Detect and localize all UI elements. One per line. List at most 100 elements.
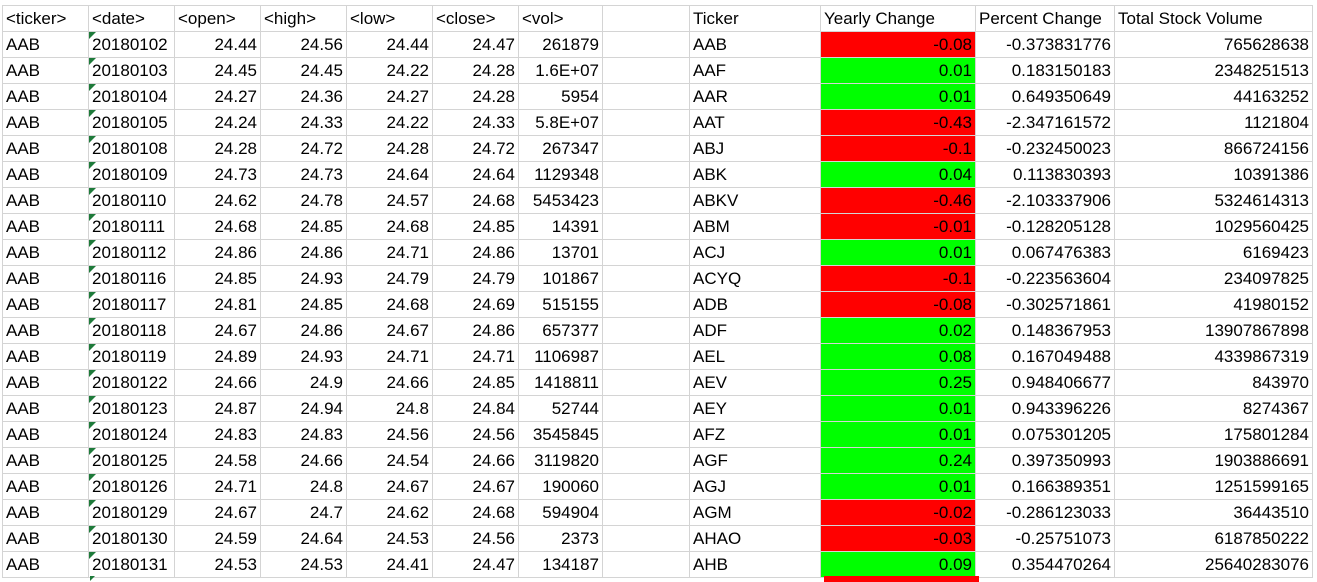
- cell-vol[interactable]: 261879: [518, 31, 603, 58]
- cell-yearly-change[interactable]: 0.01: [820, 239, 976, 266]
- cell-yearly-change[interactable]: -0.02: [820, 499, 976, 526]
- cell-yearly-change[interactable]: -0.46: [820, 187, 976, 214]
- cell-open[interactable]: 24.83: [174, 421, 261, 448]
- cell-close[interactable]: 24.69: [432, 291, 519, 318]
- cell-ticker[interactable]: AAB: [2, 57, 89, 84]
- cell-percent-change[interactable]: -0.232450023: [975, 135, 1115, 162]
- cell-percent-change[interactable]: -0.302571861: [975, 291, 1115, 318]
- cell-yearly-change[interactable]: 0.02: [820, 317, 976, 344]
- header-close[interactable]: <close>: [432, 5, 519, 32]
- cell-vol[interactable]: 5954: [518, 83, 603, 110]
- cell-ticker[interactable]: AAB: [2, 447, 89, 474]
- cell-date[interactable]: 20180131: [88, 551, 175, 578]
- cell-high[interactable]: 24.56: [260, 31, 347, 58]
- cell-date[interactable]: 20180105: [88, 109, 175, 136]
- header-open[interactable]: <open>: [174, 5, 261, 32]
- cell-vol[interactable]: 594904: [518, 499, 603, 526]
- cell-date[interactable]: 20180110: [88, 187, 175, 214]
- cell-open[interactable]: 24.86: [174, 239, 261, 266]
- header-yearly-change[interactable]: Yearly Change: [820, 5, 976, 32]
- cell-percent-change[interactable]: 0.354470264: [975, 551, 1115, 578]
- cell-vol[interactable]: 52744: [518, 395, 603, 422]
- cell-ticker[interactable]: AAB: [2, 395, 89, 422]
- cell-ticker[interactable]: AAB: [2, 343, 89, 370]
- cell-total-volume[interactable]: 1121804: [1114, 109, 1313, 136]
- cell-date[interactable]: 20180104: [88, 83, 175, 110]
- cell-vol[interactable]: 3545845: [518, 421, 603, 448]
- cell-low[interactable]: 24.8: [346, 395, 433, 422]
- cell-total-volume[interactable]: 25640283076: [1114, 551, 1313, 578]
- cell-close[interactable]: 24.86: [432, 317, 519, 344]
- cell-yearly-change[interactable]: -0.43: [820, 109, 976, 136]
- cell-open[interactable]: 24.27: [174, 83, 261, 110]
- cell-summary-ticker[interactable]: ACJ: [689, 239, 821, 266]
- cell-total-volume[interactable]: 5324614313: [1114, 187, 1313, 214]
- cell-percent-change[interactable]: 0.113830393: [975, 161, 1115, 188]
- cell-high[interactable]: 24.86: [260, 239, 347, 266]
- cell-close[interactable]: 24.67: [432, 473, 519, 500]
- cell-yearly-change[interactable]: 0.25: [820, 369, 976, 396]
- header-low[interactable]: <low>: [346, 5, 433, 32]
- cell-ticker[interactable]: AAB: [2, 369, 89, 396]
- cell-percent-change[interactable]: -0.286123033: [975, 499, 1115, 526]
- cell-total-volume[interactable]: 765628638: [1114, 31, 1313, 58]
- cell-high[interactable]: 24.7: [260, 499, 347, 526]
- cell-date[interactable]: 20180109: [88, 161, 175, 188]
- cell-open[interactable]: 24.85: [174, 265, 261, 292]
- cell-total-volume[interactable]: 6187850222: [1114, 525, 1313, 552]
- cell-ticker[interactable]: AAB: [2, 421, 89, 448]
- cell-percent-change[interactable]: -0.25751073: [975, 525, 1115, 552]
- cell-low[interactable]: 24.27: [346, 83, 433, 110]
- empty-cell[interactable]: [602, 161, 690, 188]
- cell-open[interactable]: 24.62: [174, 187, 261, 214]
- empty-cell[interactable]: [602, 317, 690, 344]
- cell-summary-ticker[interactable]: AGF: [689, 447, 821, 474]
- cell-total-volume[interactable]: 175801284: [1114, 421, 1313, 448]
- cell-summary-ticker[interactable]: ADB: [689, 291, 821, 318]
- cell-percent-change[interactable]: 0.948406677: [975, 369, 1115, 396]
- cell-total-volume[interactable]: 6169423: [1114, 239, 1313, 266]
- cell-total-volume[interactable]: 8274367: [1114, 395, 1313, 422]
- header-ticker[interactable]: <ticker>: [2, 5, 89, 32]
- cell-summary-ticker[interactable]: AAR: [689, 83, 821, 110]
- cell-open[interactable]: 24.73: [174, 161, 261, 188]
- cell-high[interactable]: 24.45: [260, 57, 347, 84]
- cell-low[interactable]: 24.53: [346, 525, 433, 552]
- header-total-volume[interactable]: Total Stock Volume: [1114, 5, 1313, 32]
- cell-yearly-change[interactable]: 0.01: [820, 473, 976, 500]
- cell-close[interactable]: 24.85: [432, 213, 519, 240]
- cell-vol[interactable]: 657377: [518, 317, 603, 344]
- cell-high[interactable]: 24.94: [260, 395, 347, 422]
- cell-date[interactable]: 20180117: [88, 291, 175, 318]
- cell-high[interactable]: 24.9: [260, 369, 347, 396]
- cell-close[interactable]: 24.64: [432, 161, 519, 188]
- empty-cell[interactable]: [602, 5, 690, 32]
- cell-high[interactable]: 24.83: [260, 421, 347, 448]
- empty-cell[interactable]: [602, 31, 690, 58]
- cell-ticker[interactable]: AAB: [2, 83, 89, 110]
- cell-ticker[interactable]: AAB: [2, 161, 89, 188]
- empty-cell[interactable]: [602, 343, 690, 370]
- cell-yearly-change[interactable]: 0.01: [820, 83, 976, 110]
- cell-summary-ticker[interactable]: AEY: [689, 395, 821, 422]
- cell-percent-change[interactable]: -2.347161572: [975, 109, 1115, 136]
- cell-yearly-change[interactable]: 0.04: [820, 161, 976, 188]
- cell-date[interactable]: 20180119: [88, 343, 175, 370]
- cell-close[interactable]: 24.68: [432, 187, 519, 214]
- empty-cell[interactable]: [602, 369, 690, 396]
- cell-open[interactable]: 24.45: [174, 57, 261, 84]
- cell-close[interactable]: 24.71: [432, 343, 519, 370]
- cell-summary-ticker[interactable]: AAT: [689, 109, 821, 136]
- cell-close[interactable]: 24.66: [432, 447, 519, 474]
- cell-percent-change[interactable]: 0.167049488: [975, 343, 1115, 370]
- cell-vol[interactable]: 5.8E+07: [518, 109, 603, 136]
- cell-summary-ticker[interactable]: AFZ: [689, 421, 821, 448]
- cell-vol[interactable]: 267347: [518, 135, 603, 162]
- cell-ticker[interactable]: AAB: [2, 317, 89, 344]
- cell-summary-ticker[interactable]: ABKV: [689, 187, 821, 214]
- cell-percent-change[interactable]: 0.166389351: [975, 473, 1115, 500]
- cell-yearly-change[interactable]: 0.24: [820, 447, 976, 474]
- cell-percent-change[interactable]: 0.183150183: [975, 57, 1115, 84]
- empty-cell[interactable]: [602, 551, 690, 578]
- cell-date[interactable]: 20180111: [88, 213, 175, 240]
